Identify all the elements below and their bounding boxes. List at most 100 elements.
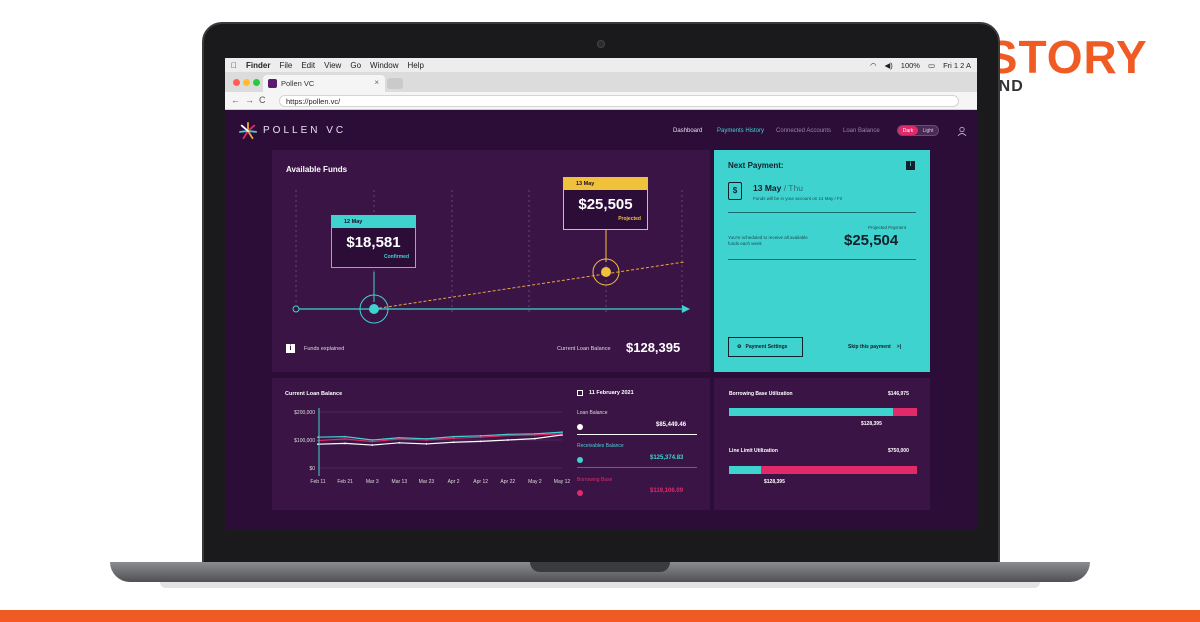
close-tab-icon[interactable]: × bbox=[374, 78, 379, 87]
theme-light-option[interactable]: Light bbox=[922, 127, 934, 134]
menu-file[interactable]: File bbox=[273, 60, 292, 70]
info-icon[interactable]: i bbox=[906, 161, 915, 170]
loan-balance-panel: Current Loan Balance $200,000 $100,000 $0 F… bbox=[272, 378, 710, 510]
next-payment-panel: Next Payment: i $ 13 May / Thu Funds wil… bbox=[714, 150, 930, 372]
reload-icon[interactable]: C bbox=[259, 95, 266, 105]
projected-funds-card[interactable]: 13 May $25,505 Projected bbox=[563, 177, 648, 230]
series-line bbox=[317, 433, 563, 443]
user-icon[interactable] bbox=[957, 126, 967, 136]
theme-dark-option[interactable]: Dark bbox=[898, 126, 918, 135]
theme-toggle[interactable]: Dark Light bbox=[897, 125, 939, 136]
data-point bbox=[479, 440, 482, 443]
nav-payments-history[interactable]: Payments History bbox=[717, 128, 765, 134]
data-point bbox=[371, 440, 374, 443]
forward-icon[interactable]: → bbox=[245, 95, 254, 105]
available-funds-panel: Available Funds bbox=[272, 150, 710, 372]
loan-chart-title: Current Loan Balance bbox=[285, 391, 343, 397]
menu-edit[interactable]: Edit bbox=[295, 60, 315, 70]
next-payment-date: 13 May / Thu bbox=[753, 183, 803, 193]
menu-go[interactable]: Go bbox=[344, 60, 361, 70]
data-point bbox=[398, 441, 401, 444]
menu-help[interactable]: Help bbox=[401, 60, 423, 70]
battery-percent: 100% bbox=[900, 60, 920, 70]
volume-icon[interactable]: ◀) bbox=[884, 60, 893, 70]
apple-icon[interactable]:  bbox=[231, 61, 237, 70]
menu-window[interactable]: Window bbox=[364, 60, 398, 70]
info-icon[interactable]: i bbox=[286, 344, 295, 353]
browser-tab[interactable]: Pollen VC × bbox=[263, 75, 385, 92]
url-field[interactable]: https://pollen.vc/ bbox=[279, 95, 959, 107]
calendar-small-icon bbox=[577, 390, 583, 396]
menu-view[interactable]: View bbox=[318, 60, 341, 70]
funds-explained-link[interactable]: Funds explained bbox=[304, 346, 345, 352]
skip-payment-button[interactable]: Skip this payment >| bbox=[848, 344, 901, 350]
legend-receivables-label: Receivables Balance bbox=[577, 443, 624, 449]
new-tab-button[interactable] bbox=[387, 78, 403, 89]
line-limit-label: Line Limit Utilization bbox=[729, 448, 778, 454]
x-tick-label: May 2 bbox=[528, 479, 542, 485]
borrowing-util-fill bbox=[729, 408, 893, 416]
legend-divider bbox=[577, 467, 697, 468]
x-tick-label: May 12 bbox=[554, 479, 571, 485]
legend-receivables-dot bbox=[577, 457, 583, 463]
x-tick-label: Mar 13 bbox=[392, 479, 408, 485]
series-line bbox=[317, 431, 563, 441]
close-window-button[interactable] bbox=[233, 79, 240, 86]
wifi-icon[interactable]: ◠ bbox=[869, 60, 877, 70]
legend-borrowing-value: $119,106.09 bbox=[650, 488, 684, 494]
borrowing-util-label: Borrowing Base Utilization bbox=[729, 391, 793, 397]
x-tick-label: Mar 3 bbox=[366, 479, 379, 485]
data-point bbox=[371, 439, 374, 441]
confirmed-funds-card[interactable]: 12 May $18,581 Confirmed bbox=[331, 215, 416, 268]
maximize-window-button[interactable] bbox=[253, 79, 260, 86]
legend-receivables-value: $125,374.83 bbox=[650, 455, 684, 461]
back-icon[interactable]: ← bbox=[231, 95, 240, 105]
payment-settings-button[interactable]: ⚙ Payment Settings bbox=[728, 337, 803, 357]
data-point bbox=[317, 436, 319, 439]
projected-date: 13 May bbox=[576, 181, 595, 187]
legend-borrowing-label: Borrowing Base bbox=[577, 477, 613, 483]
battery-icon[interactable]: ▭ bbox=[927, 60, 936, 70]
legend-borrowing-dot bbox=[577, 490, 583, 496]
available-funds-title: Available Funds bbox=[286, 165, 348, 174]
projected-status: Projected bbox=[618, 216, 641, 222]
menu-clock[interactable]: Fri 1 2 A bbox=[943, 60, 971, 70]
funds-note: Funds will be in your account on 14 May … bbox=[753, 196, 843, 201]
data-point bbox=[317, 443, 319, 446]
nav-dashboard[interactable]: Dashboard bbox=[673, 128, 703, 134]
projected-payment-label: Projected Payment bbox=[868, 225, 907, 230]
confirmed-date: 12 May bbox=[344, 219, 363, 225]
data-point bbox=[344, 437, 347, 440]
x-tick-label: Feb 11 bbox=[310, 479, 325, 485]
legend-loan-dot bbox=[577, 424, 583, 430]
line-limit-max: $750,000 bbox=[888, 448, 909, 454]
laptop-notch bbox=[530, 562, 670, 572]
skip-payment-label: Skip this payment bbox=[848, 344, 891, 350]
projected-payment-value: $25,504 bbox=[844, 232, 899, 249]
menu-finder[interactable]: Finder bbox=[240, 60, 270, 70]
utilization-panel: Borrowing Base Utilization $146,975 $128… bbox=[714, 378, 930, 510]
x-tick-label: Feb 21 bbox=[337, 479, 353, 485]
data-point bbox=[452, 437, 455, 440]
camera bbox=[597, 40, 605, 48]
next-payment-title: Next Payment: bbox=[728, 161, 784, 170]
data-point bbox=[506, 434, 509, 437]
nav-loan-balance[interactable]: Loan Balance bbox=[843, 128, 880, 134]
data-point bbox=[561, 432, 563, 435]
data-point bbox=[452, 435, 455, 438]
gear-icon: ⚙ bbox=[737, 344, 742, 350]
divider bbox=[728, 259, 916, 260]
footer-accent-bar bbox=[0, 610, 1200, 622]
data-point bbox=[533, 434, 536, 436]
favicon-icon bbox=[268, 79, 277, 88]
confirmed-status: Confirmed bbox=[384, 254, 409, 260]
nav-connected-accounts[interactable]: Connected Accounts bbox=[776, 128, 832, 134]
divider bbox=[728, 212, 916, 213]
minimize-window-button[interactable] bbox=[243, 79, 250, 86]
skip-arrow-icon: >| bbox=[896, 344, 902, 350]
legend-divider bbox=[577, 434, 697, 435]
data-point bbox=[425, 443, 428, 445]
next-day: / Thu bbox=[783, 183, 803, 193]
data-point bbox=[398, 437, 401, 440]
calendar-icon: $ bbox=[728, 182, 742, 200]
